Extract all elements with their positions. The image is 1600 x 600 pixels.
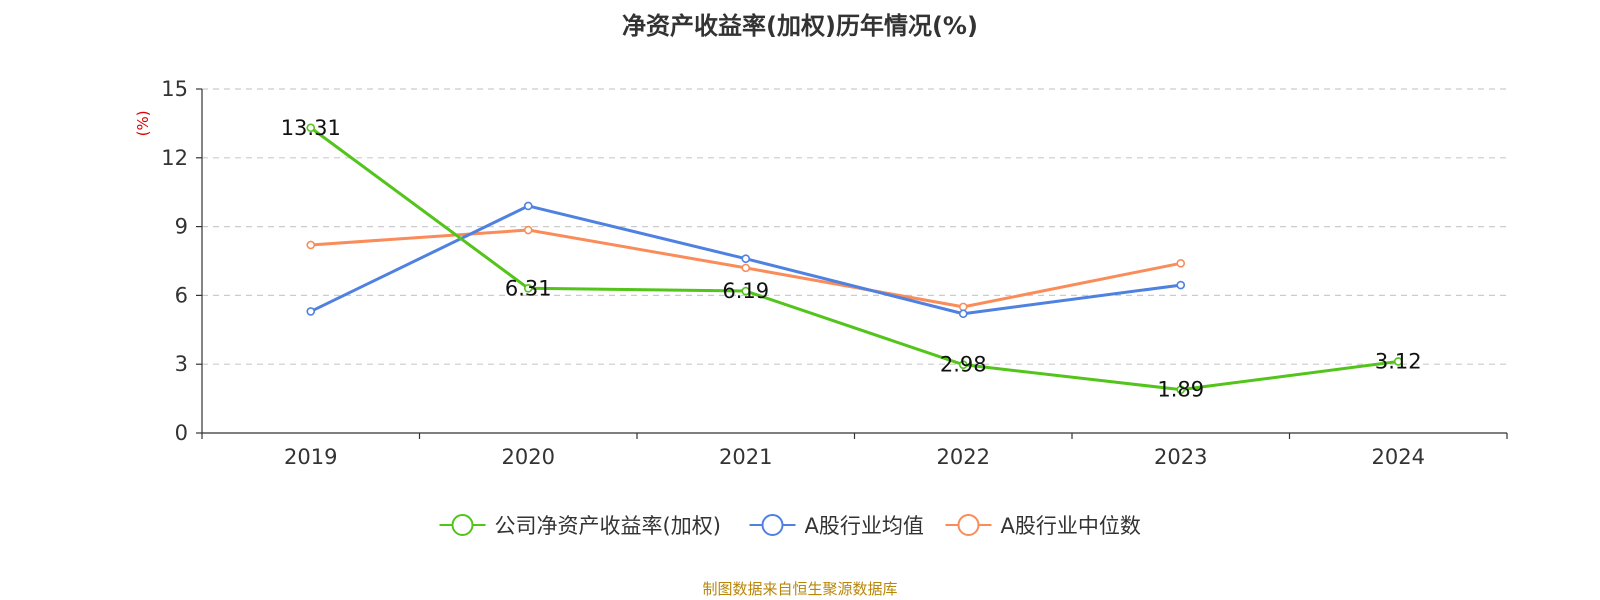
legend-label: 公司净资产收益率(加权) [495, 514, 721, 538]
data-point [1176, 280, 1186, 290]
data-label: 2.98 [940, 353, 987, 377]
x-tick-label: 2022 [937, 445, 990, 469]
legend-marker [451, 514, 474, 536]
y-tick-label: 0 [175, 421, 188, 445]
data-label: 6.31 [505, 276, 552, 300]
data-point [306, 123, 316, 133]
legend-item-2[interactable]: A股行业均值 [749, 514, 924, 538]
data-label: 1.89 [1157, 378, 1204, 402]
data-point [1176, 385, 1186, 394]
data-point [306, 307, 316, 316]
legend[interactable]: 公司净资产收益率(加权) A股行业均值 A股行业中位数 [439, 514, 1141, 538]
data-point [958, 360, 968, 369]
source-footer: 制图数据来自恒生聚源数据库 [702, 580, 898, 598]
y-tick-label: 6 [175, 283, 188, 307]
data-label: 6.19 [722, 279, 769, 303]
chart-title: 净资产收益率(加权)历年情况(%) [622, 12, 978, 40]
data-point [523, 283, 533, 293]
legend-label: A股行业中位数 [1001, 514, 1141, 538]
legend-marker [761, 514, 784, 536]
data-point [306, 240, 316, 250]
data-point [958, 309, 968, 319]
y-tick-label: 15 [161, 77, 188, 101]
data-point [1393, 357, 1403, 366]
data-labels: 13.31 6.31 6.19 2.98 1.89 3.12 [281, 116, 1422, 402]
series-line-1 [309, 126, 1399, 392]
x-tick-label: 2024 [1372, 445, 1425, 469]
series-lines [306, 123, 1403, 394]
legend-label: A股行业均值 [805, 514, 924, 538]
x-tick-label: 2021 [719, 445, 772, 469]
y-axis-label: (%) [134, 110, 152, 136]
axes: 0 3 6 9 12 15 (%) 2019 2020 2021 2022 2023 2024 [134, 77, 1508, 469]
x-tick-label: 2019 [284, 445, 337, 469]
data-point [741, 286, 751, 296]
data-label: 3.12 [1375, 349, 1422, 373]
data-point [741, 263, 751, 273]
x-tick-label: 2023 [1154, 445, 1207, 469]
y-tick-label: 12 [161, 146, 188, 170]
legend-item-1[interactable]: 公司净资产收益率(加权) [439, 514, 721, 538]
data-point [958, 302, 968, 312]
data-point [1176, 258, 1186, 268]
data-point [523, 201, 533, 211]
data-point [523, 225, 533, 235]
x-tick-label: 2020 [502, 445, 555, 469]
y-tick-label: 3 [175, 352, 188, 376]
data-point [741, 254, 751, 264]
legend-item-3[interactable]: A股行业中位数 [945, 514, 1141, 538]
legend-marker [957, 514, 980, 536]
grid-lines [202, 88, 1507, 365]
y-tick-label: 9 [175, 215, 188, 239]
data-label: 13.31 [281, 116, 341, 140]
